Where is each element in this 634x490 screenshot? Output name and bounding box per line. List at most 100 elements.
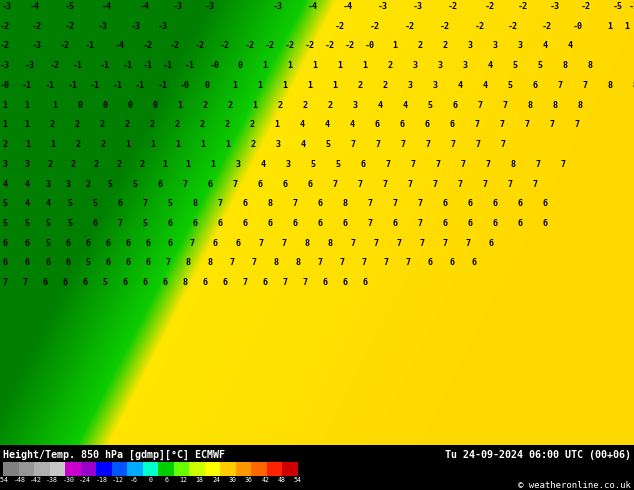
Bar: [158, 462, 174, 476]
Text: -1: -1: [135, 81, 145, 90]
Text: 4: 4: [299, 121, 304, 129]
Text: 5: 5: [325, 140, 330, 149]
Text: 3: 3: [46, 179, 51, 189]
Text: 6: 6: [162, 278, 167, 287]
Text: 5: 5: [507, 81, 512, 90]
Text: -1: -1: [123, 61, 133, 70]
Text: 54: 54: [294, 477, 302, 483]
Text: 7: 7: [474, 121, 479, 129]
Text: 7: 7: [533, 179, 538, 189]
Text: 6: 6: [262, 278, 268, 287]
Text: 6: 6: [46, 258, 51, 268]
Text: 2: 2: [70, 160, 75, 169]
Text: 7: 7: [358, 179, 363, 189]
Text: 6: 6: [63, 278, 67, 287]
Text: -1: -1: [158, 81, 168, 90]
Text: 6: 6: [223, 278, 228, 287]
Bar: [221, 462, 236, 476]
Text: 12: 12: [179, 477, 187, 483]
Text: 5: 5: [427, 100, 432, 110]
Text: 6: 6: [268, 219, 273, 228]
Bar: [283, 462, 298, 476]
Text: 7: 7: [477, 100, 482, 110]
Text: -3: -3: [173, 2, 183, 11]
Text: 6: 6: [399, 121, 404, 129]
Text: 4: 4: [25, 179, 30, 189]
Text: 5: 5: [108, 179, 112, 189]
Text: 18: 18: [196, 477, 204, 483]
Text: -18: -18: [96, 477, 107, 483]
Text: 1: 1: [3, 100, 8, 110]
Text: 6: 6: [165, 477, 169, 483]
Text: 6: 6: [425, 121, 429, 129]
Text: -2: -2: [325, 42, 335, 50]
Text: -4: -4: [308, 2, 318, 11]
Text: 4: 4: [301, 140, 306, 149]
Text: -4: -4: [140, 2, 150, 11]
Text: 7: 7: [233, 179, 238, 189]
Text: 7: 7: [451, 140, 455, 149]
Text: 2: 2: [250, 121, 254, 129]
Text: -0: -0: [365, 42, 375, 50]
Text: 6: 6: [25, 258, 30, 268]
Text: 8: 8: [607, 81, 612, 90]
Bar: [236, 462, 252, 476]
Text: 7: 7: [351, 140, 356, 149]
Text: 7: 7: [408, 179, 413, 189]
Text: -3: -3: [158, 22, 168, 31]
Text: 6: 6: [493, 219, 498, 228]
Text: -12: -12: [112, 477, 124, 483]
Text: 4: 4: [482, 81, 488, 90]
Text: 7: 7: [503, 100, 507, 110]
Text: 5: 5: [25, 219, 30, 228]
Text: 3: 3: [493, 42, 498, 50]
Text: -1: -1: [22, 81, 32, 90]
Text: -3: -3: [131, 22, 141, 31]
Text: 1: 1: [51, 140, 56, 149]
Text: 1: 1: [392, 42, 398, 50]
Text: 1: 1: [25, 140, 30, 149]
Text: 7: 7: [384, 258, 389, 268]
Text: 2: 2: [101, 140, 105, 149]
Text: 7: 7: [230, 258, 235, 268]
Text: 5: 5: [46, 219, 51, 228]
Text: 5: 5: [67, 219, 72, 228]
Text: -48: -48: [13, 477, 25, 483]
Text: -1: -1: [163, 61, 173, 70]
Text: 7: 7: [460, 160, 465, 169]
Text: 42: 42: [261, 477, 269, 483]
Text: 3: 3: [65, 179, 70, 189]
Text: -2: -2: [518, 2, 528, 11]
Text: -2: -2: [50, 61, 60, 70]
Text: -3: -3: [205, 2, 215, 11]
Text: 1: 1: [226, 140, 231, 149]
Bar: [112, 462, 127, 476]
Text: 6: 6: [533, 81, 538, 90]
Text: 6: 6: [257, 179, 262, 189]
Text: 6: 6: [242, 199, 247, 208]
Text: 0: 0: [127, 100, 133, 110]
Bar: [18, 462, 34, 476]
Text: 5: 5: [311, 160, 316, 169]
Text: -2: -2: [0, 42, 10, 50]
Text: 6: 6: [242, 219, 247, 228]
Text: 8: 8: [295, 258, 301, 268]
Text: -2: -2: [475, 22, 485, 31]
Text: -3: -3: [98, 22, 108, 31]
Text: 6: 6: [450, 258, 455, 268]
Text: 7: 7: [507, 179, 512, 189]
Text: 7: 7: [252, 258, 257, 268]
Text: 7: 7: [500, 140, 505, 149]
Text: 6: 6: [217, 219, 223, 228]
Text: 7: 7: [482, 179, 488, 189]
Bar: [205, 462, 221, 476]
Text: 7: 7: [3, 278, 8, 287]
Text: 8: 8: [527, 100, 533, 110]
Text: 6: 6: [3, 239, 8, 248]
Text: 1: 1: [337, 61, 342, 70]
Text: 2: 2: [358, 81, 363, 90]
Text: 6: 6: [105, 239, 110, 248]
Text: 7: 7: [242, 278, 247, 287]
Text: 7: 7: [436, 160, 441, 169]
Text: -1: -1: [45, 81, 55, 90]
